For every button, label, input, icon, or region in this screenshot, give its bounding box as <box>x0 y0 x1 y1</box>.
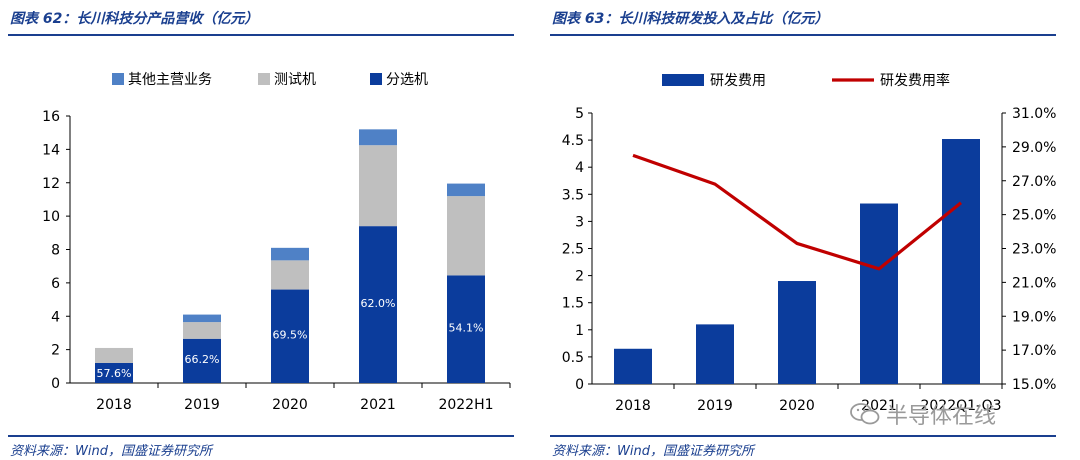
right-left-tick-label: 0 <box>575 377 584 393</box>
left-data-label: 62.0% <box>361 297 396 310</box>
right-left-tick-label: 2.5 <box>562 242 584 258</box>
left-y-tick-label: 14 <box>42 142 60 158</box>
right-right-tick-label: 23.0% <box>1012 242 1056 258</box>
left-data-label: 69.5% <box>273 329 308 342</box>
left-data-label: 57.6% <box>97 367 132 380</box>
right-legend-line-label: 研发费用率 <box>880 72 950 89</box>
right-legend-bar-label: 研发费用 <box>710 73 766 89</box>
left-bar-segment <box>271 260 309 290</box>
right-right-tick-label: 27.0% <box>1012 174 1056 190</box>
left-legend-label: 其他主营业务 <box>128 72 212 88</box>
left-bar-segment <box>183 322 221 339</box>
left-bar-segment <box>359 226 397 383</box>
right-right-tick-label: 21.0% <box>1012 275 1056 291</box>
right-left-tick-label: 1.5 <box>562 296 584 312</box>
right-panel: 图表 63：长川科技研发投入及占比（亿元） 0 0.5 1 1.5 2 2.5 3 3.5 4 4… <box>550 0 1070 460</box>
left-panel: 图表 62：长川科技分产品营收（亿元） 0 2 4 6 8 10 12 14 16 57.6% 20… <box>8 0 528 460</box>
left-y-tick-label: 6 <box>51 276 60 292</box>
right-legend-bar-swatch <box>662 74 704 86</box>
left-x-tick-label: 2018 <box>96 397 132 413</box>
left-legend-label: 测试机 <box>274 72 316 88</box>
left-bar-segment <box>359 129 397 146</box>
left-legend-swatch <box>370 73 382 85</box>
left-y-tick-label: 16 <box>42 109 60 125</box>
left-y-tick-label: 2 <box>51 343 60 359</box>
left-bar-segment <box>95 362 133 383</box>
left-x-tick-label: 2022H1 <box>438 397 493 413</box>
left-y-tick-label: 12 <box>42 176 60 192</box>
right-left-tick-label: 4 <box>575 160 584 176</box>
right-right-tick-label: 15.0% <box>1012 377 1056 393</box>
right-right-tick-label: 19.0% <box>1012 309 1056 325</box>
left-source-rule <box>8 435 514 437</box>
left-stacked-bar-chart: 0 2 4 6 8 10 12 14 16 57.6% 2018 66.2% 2019 69.5% 2020… <box>42 72 511 413</box>
right-left-tick-label: 3.5 <box>562 187 584 203</box>
right-bar-line-chart: 0 0.5 1 1.5 2 2.5 3 3.5 4 4.5 5 15.0% 17.0% 19.0% 21.0… <box>562 72 1057 414</box>
left-bar-segment <box>183 338 221 383</box>
right-x-tick-label: 2018 <box>615 398 651 414</box>
right-source-rule <box>550 435 1056 437</box>
left-figure-title: 图表 62：长川科技分产品营收（亿元） <box>10 11 259 27</box>
right-x-tick-label: 2022Q1-Q3 <box>920 398 1001 414</box>
right-figure-title: 图表 63：长川科技研发投入及占比（亿元） <box>552 11 829 27</box>
right-right-tick-label: 25.0% <box>1012 208 1056 224</box>
right-bar <box>778 281 816 384</box>
left-x-tick-label: 2021 <box>360 397 396 413</box>
right-right-tick-label: 31.0% <box>1012 106 1056 122</box>
left-x-tick-label: 2019 <box>184 397 220 413</box>
right-left-tick-label: 5 <box>575 106 584 122</box>
right-source-note: 资料来源：Wind，国盛证券研究所 <box>552 444 754 459</box>
right-left-tick-label: 3 <box>575 214 584 230</box>
left-bar-segment <box>183 314 221 323</box>
wechat-icon <box>850 403 880 425</box>
right-x-tick-label: 2019 <box>697 398 733 414</box>
left-bar-segment <box>359 145 397 227</box>
right-bar <box>942 139 980 384</box>
right-right-tick-label: 29.0% <box>1012 140 1056 156</box>
left-x-tick-label: 2020 <box>272 397 308 413</box>
left-legend-label: 分选机 <box>386 72 428 88</box>
watermark: 半导体在线 <box>850 398 996 430</box>
left-legend-swatch <box>258 73 270 85</box>
left-y-tick-label: 10 <box>42 209 60 225</box>
right-right-tick-label: 17.0% <box>1012 343 1056 359</box>
left-bar-segment <box>447 196 485 276</box>
left-y-tick-label: 4 <box>51 309 60 325</box>
right-title-rule <box>550 34 1056 36</box>
left-source-note: 资料来源：Wind，国盛证券研究所 <box>10 444 212 459</box>
right-line-series <box>632 153 963 271</box>
right-left-tick-label: 1 <box>575 323 584 339</box>
right-bar <box>696 324 734 384</box>
right-bar <box>614 348 652 384</box>
right-left-tick-label: 4.5 <box>562 133 584 149</box>
watermark-text: 半导体在线 <box>886 404 997 429</box>
left-y-tick-label: 0 <box>51 376 60 392</box>
left-data-label: 66.2% <box>185 353 220 366</box>
right-x-tick-label: 2020 <box>779 398 815 414</box>
left-bar-segment <box>271 289 309 383</box>
right-left-tick-label: 0.5 <box>562 350 584 366</box>
left-bar-segment <box>447 183 485 197</box>
left-bar-segment <box>271 247 309 261</box>
left-legend-swatch <box>112 73 124 85</box>
right-left-tick-label: 2 <box>575 269 584 285</box>
left-data-label: 54.1% <box>449 322 484 335</box>
right-bar <box>860 203 898 384</box>
left-title-rule <box>8 34 514 36</box>
left-bar-segment <box>95 347 133 363</box>
left-y-tick-label: 8 <box>51 243 60 259</box>
left-bar-segment <box>447 275 485 383</box>
